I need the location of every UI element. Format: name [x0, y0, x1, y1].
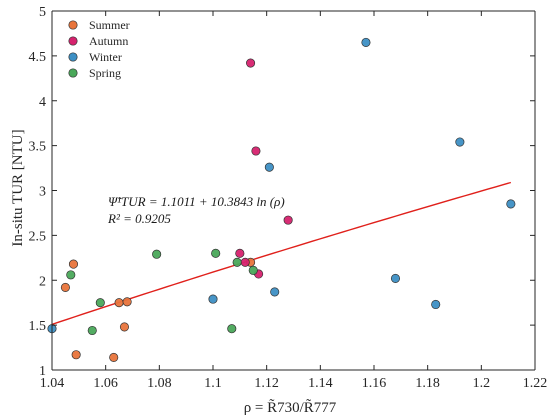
x-tick-label: 1.2 — [473, 376, 491, 391]
x-tick-label: 1.12 — [254, 376, 279, 391]
y-tick-label: 5 — [39, 5, 46, 20]
legend-marker-summer — [68, 20, 78, 30]
legend: Summer Autumn Winter Spring — [68, 18, 130, 80]
y-tick-label: 2.5 — [29, 229, 47, 244]
winter-data-point — [506, 199, 516, 209]
spring-data-point — [152, 249, 162, 259]
data-points-layer — [47, 37, 516, 362]
autumn-data-point — [240, 257, 250, 267]
y-tick-label: 3.5 — [29, 140, 47, 155]
summer-data-point — [119, 322, 129, 332]
legend-label-summer: Summer — [89, 18, 130, 32]
summer-data-point — [109, 352, 119, 362]
x-tick-label: 1.22 — [523, 376, 548, 391]
spring-data-point — [87, 325, 97, 336]
y-tick-label: 4.5 — [29, 50, 47, 65]
plot-background — [52, 11, 535, 370]
winter-data-point — [270, 287, 280, 297]
tick-labels-layer: 1.04 1.06 1.08 1.1 1.12 1.14 1.16 1.18 1.2 1.22 1 1… — [29, 5, 548, 391]
y-tick-label: 2 — [39, 274, 46, 289]
spring-data-point — [211, 248, 221, 258]
legend-label-spring: Spring — [89, 66, 121, 80]
spring-data-point — [248, 265, 258, 275]
winter-data-point — [264, 162, 274, 172]
legend-label-winter: Winter — [89, 50, 122, 64]
axes-layer — [51, 10, 536, 371]
y-tick-label: 1 — [39, 364, 46, 379]
winter-data-point — [390, 273, 401, 284]
x-tick-label: 1.04 — [40, 376, 65, 391]
autumn-data-point — [251, 146, 261, 156]
x-tick-label: 1.14 — [308, 376, 333, 391]
legend-marker-autumn — [68, 36, 78, 46]
autumn-data-point — [235, 248, 245, 258]
x-tick-label: 1.06 — [93, 376, 118, 391]
x-tick-label: 1.08 — [147, 376, 172, 391]
y-tick-label: 1.5 — [29, 319, 47, 334]
winter-data-point — [431, 299, 441, 310]
summer-data-point — [60, 282, 70, 292]
legend-label-autumn: Autumn — [89, 34, 128, 48]
spring-data-point — [232, 257, 242, 267]
spring-data-point — [66, 270, 76, 280]
winter-data-point — [208, 294, 218, 304]
summer-data-point — [114, 298, 124, 308]
winter-data-point — [455, 137, 465, 147]
r-squared-label: R² = 0.9205 — [107, 211, 171, 226]
x-axis-label: ρ = R̃730/R̃777 — [244, 399, 337, 416]
winter-data-point — [361, 37, 371, 47]
summer-data-point — [71, 350, 81, 360]
autumn-data-point — [246, 58, 256, 68]
y-axis-label: In-situ TUR [NTU] — [10, 129, 26, 246]
legend-marker-winter — [68, 52, 78, 62]
y-tick-label: 4 — [39, 95, 46, 110]
x-tick-label: 1.16 — [362, 376, 387, 391]
regression-equation: Ψ̃¹TUR = 1.1011 + 10.3843 ln (ρ) — [108, 194, 285, 209]
x-tick-label: 1.1 — [204, 376, 222, 391]
summer-data-point — [122, 297, 132, 307]
legend-marker-spring — [68, 68, 78, 78]
autumn-data-point — [283, 215, 293, 225]
y-tick-label: 3 — [39, 185, 46, 200]
plot-area — [52, 11, 535, 370]
summer-data-point — [68, 259, 79, 269]
spring-data-point — [95, 298, 105, 308]
spring-data-point — [227, 324, 237, 334]
x-tick-label: 1.18 — [415, 376, 440, 391]
